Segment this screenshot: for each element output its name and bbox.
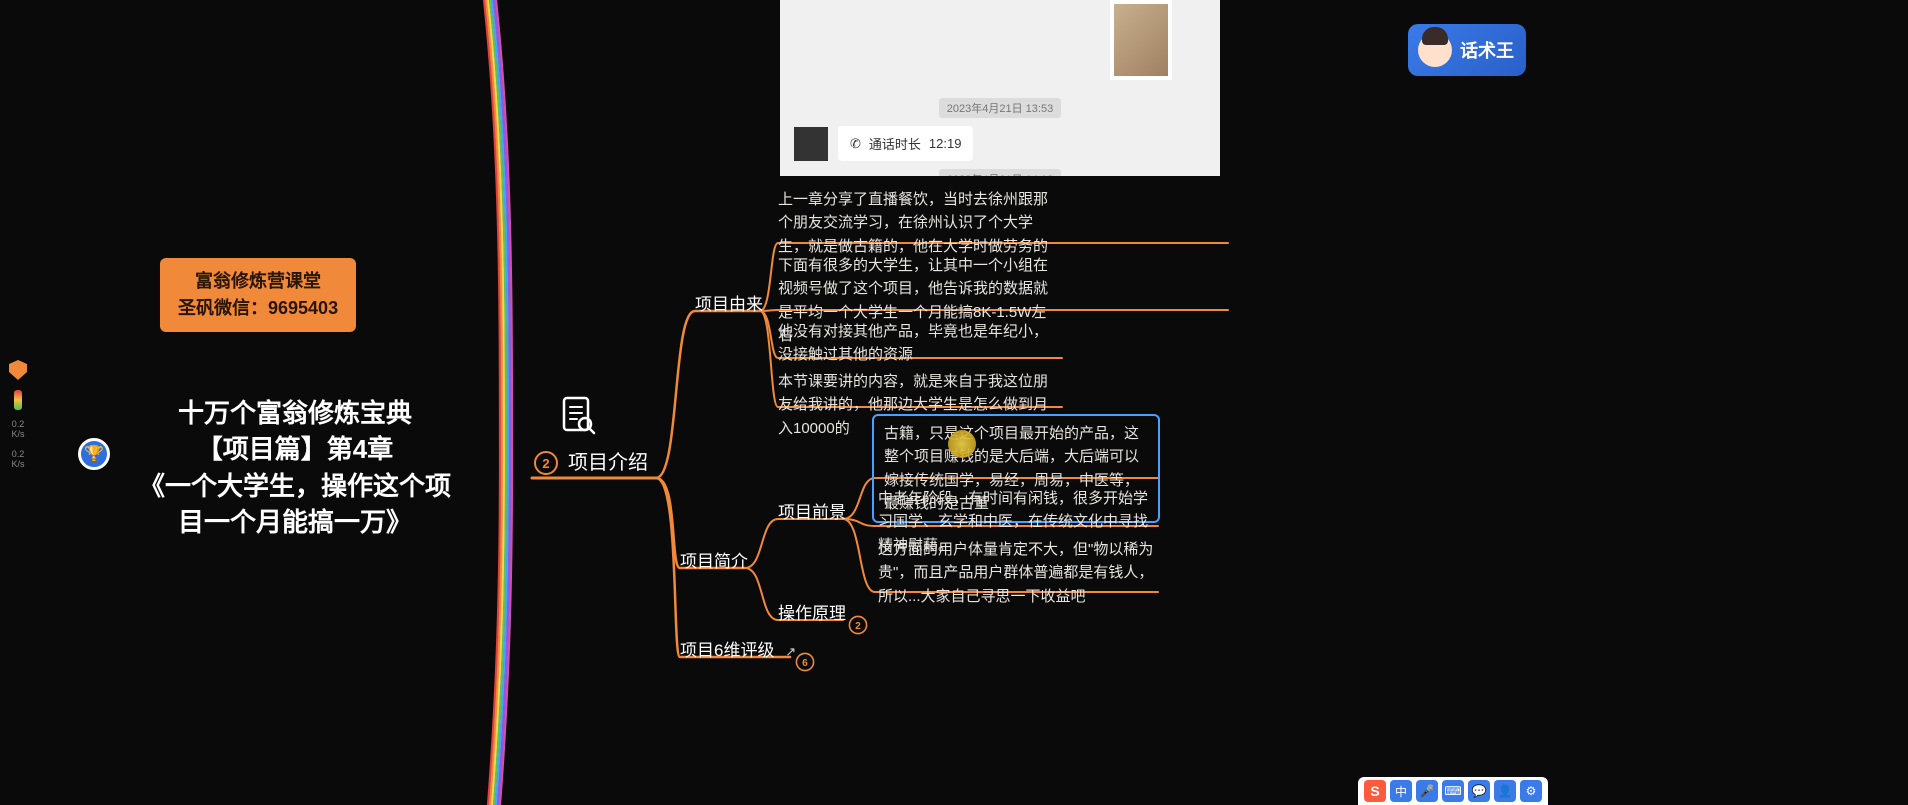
branch-review[interactable]: 项目6维评级 ↗ — [680, 636, 796, 661]
chat-timestamp-1: 2023年4月21日 13:53 — [939, 98, 1061, 118]
cursor-highlight-icon — [948, 430, 976, 458]
root-number: 2 — [534, 451, 558, 475]
chat-bubble-call: ✆ 通话时长 12:19 — [838, 126, 973, 161]
shield-icon[interactable] — [9, 360, 27, 380]
document-search-icon — [556, 394, 600, 438]
call-label: 通话时长 — [869, 134, 921, 153]
traffic-bar-icon — [14, 390, 22, 410]
contact-line1: 富翁修炼营课堂 — [178, 268, 338, 295]
origin-leaf-0[interactable]: 上一章分享了直播餐饮，当时去徐州跟那个朋友交流学习，在徐州认识了个大学生，就是做… — [778, 188, 1058, 258]
ime-logo-icon[interactable]: S — [1364, 780, 1386, 802]
assistant-widget[interactable]: 话术王 — [1408, 24, 1526, 76]
rate-down: 0.2 K/s — [11, 450, 24, 470]
ime-lang-button[interactable]: 中 — [1390, 780, 1412, 802]
review-number: 6 — [796, 653, 815, 672]
assistant-avatar-icon — [1418, 33, 1452, 67]
contact-label: 圣矾微信： — [178, 298, 268, 318]
assistant-label: 话术王 — [1460, 37, 1514, 63]
chat-image-thumb — [1110, 0, 1172, 80]
phone-icon: ✆ — [850, 136, 861, 152]
main-title: 十万个富翁修炼宝典 【项目篇】第4章 《一个大学生，操作这个项目一个月能搞一万》 — [130, 395, 460, 541]
prospect-leaf-2[interactable]: 这方面的用户体量肯定不大，但"物以稀为贵"，而且产品用户群体普遍都是有钱人，所以… — [878, 538, 1158, 608]
ime-settings-icon[interactable]: ⚙ — [1520, 780, 1542, 802]
branch-principle[interactable]: 操作原理 — [778, 599, 846, 624]
external-link-icon: ↗ — [785, 644, 796, 659]
principle-number: 2 — [849, 616, 868, 635]
rate-up: 0.2 K/s — [11, 420, 24, 440]
ime-bar[interactable]: S 中 🎤 ⌨ 💬 👤 ⚙ — [1358, 777, 1548, 805]
ime-chat-icon[interactable]: 💬 — [1468, 780, 1490, 802]
chat-avatar — [794, 127, 828, 161]
chat-screenshot: 2023年4月21日 13:53 ✆ 通话时长 12:19 2023年4月21日… — [780, 0, 1220, 176]
call-duration: 12:19 — [929, 136, 962, 151]
origin-leaf-2[interactable]: 他没有对接其他产品，毕竟也是年纪小，没接触过其他的资源 — [778, 320, 1058, 367]
branch-intro[interactable]: 项目简介 — [680, 547, 748, 572]
branch-prospect[interactable]: 项目前景 — [778, 498, 846, 523]
contact-badge: 富翁修炼营课堂 圣矾微信：9695403 — [160, 258, 356, 332]
branch-origin[interactable]: 项目由来 — [695, 290, 763, 315]
ime-user-icon[interactable]: 👤 — [1494, 780, 1516, 802]
branch-review-label: 项目6维评级 — [680, 641, 774, 660]
ime-mic-icon[interactable]: 🎤 — [1416, 780, 1438, 802]
ime-keyboard-icon[interactable]: ⌨ — [1442, 780, 1464, 802]
side-toolbar: 0.2 K/s 0.2 K/s — [4, 360, 32, 470]
chat-timestamp-2: 2023年4月21日 14:12 — [939, 169, 1061, 176]
trophy-icon: 🏆 — [78, 438, 110, 470]
contact-value: 9695403 — [268, 298, 338, 318]
root-label[interactable]: 项目介绍 — [568, 446, 648, 475]
